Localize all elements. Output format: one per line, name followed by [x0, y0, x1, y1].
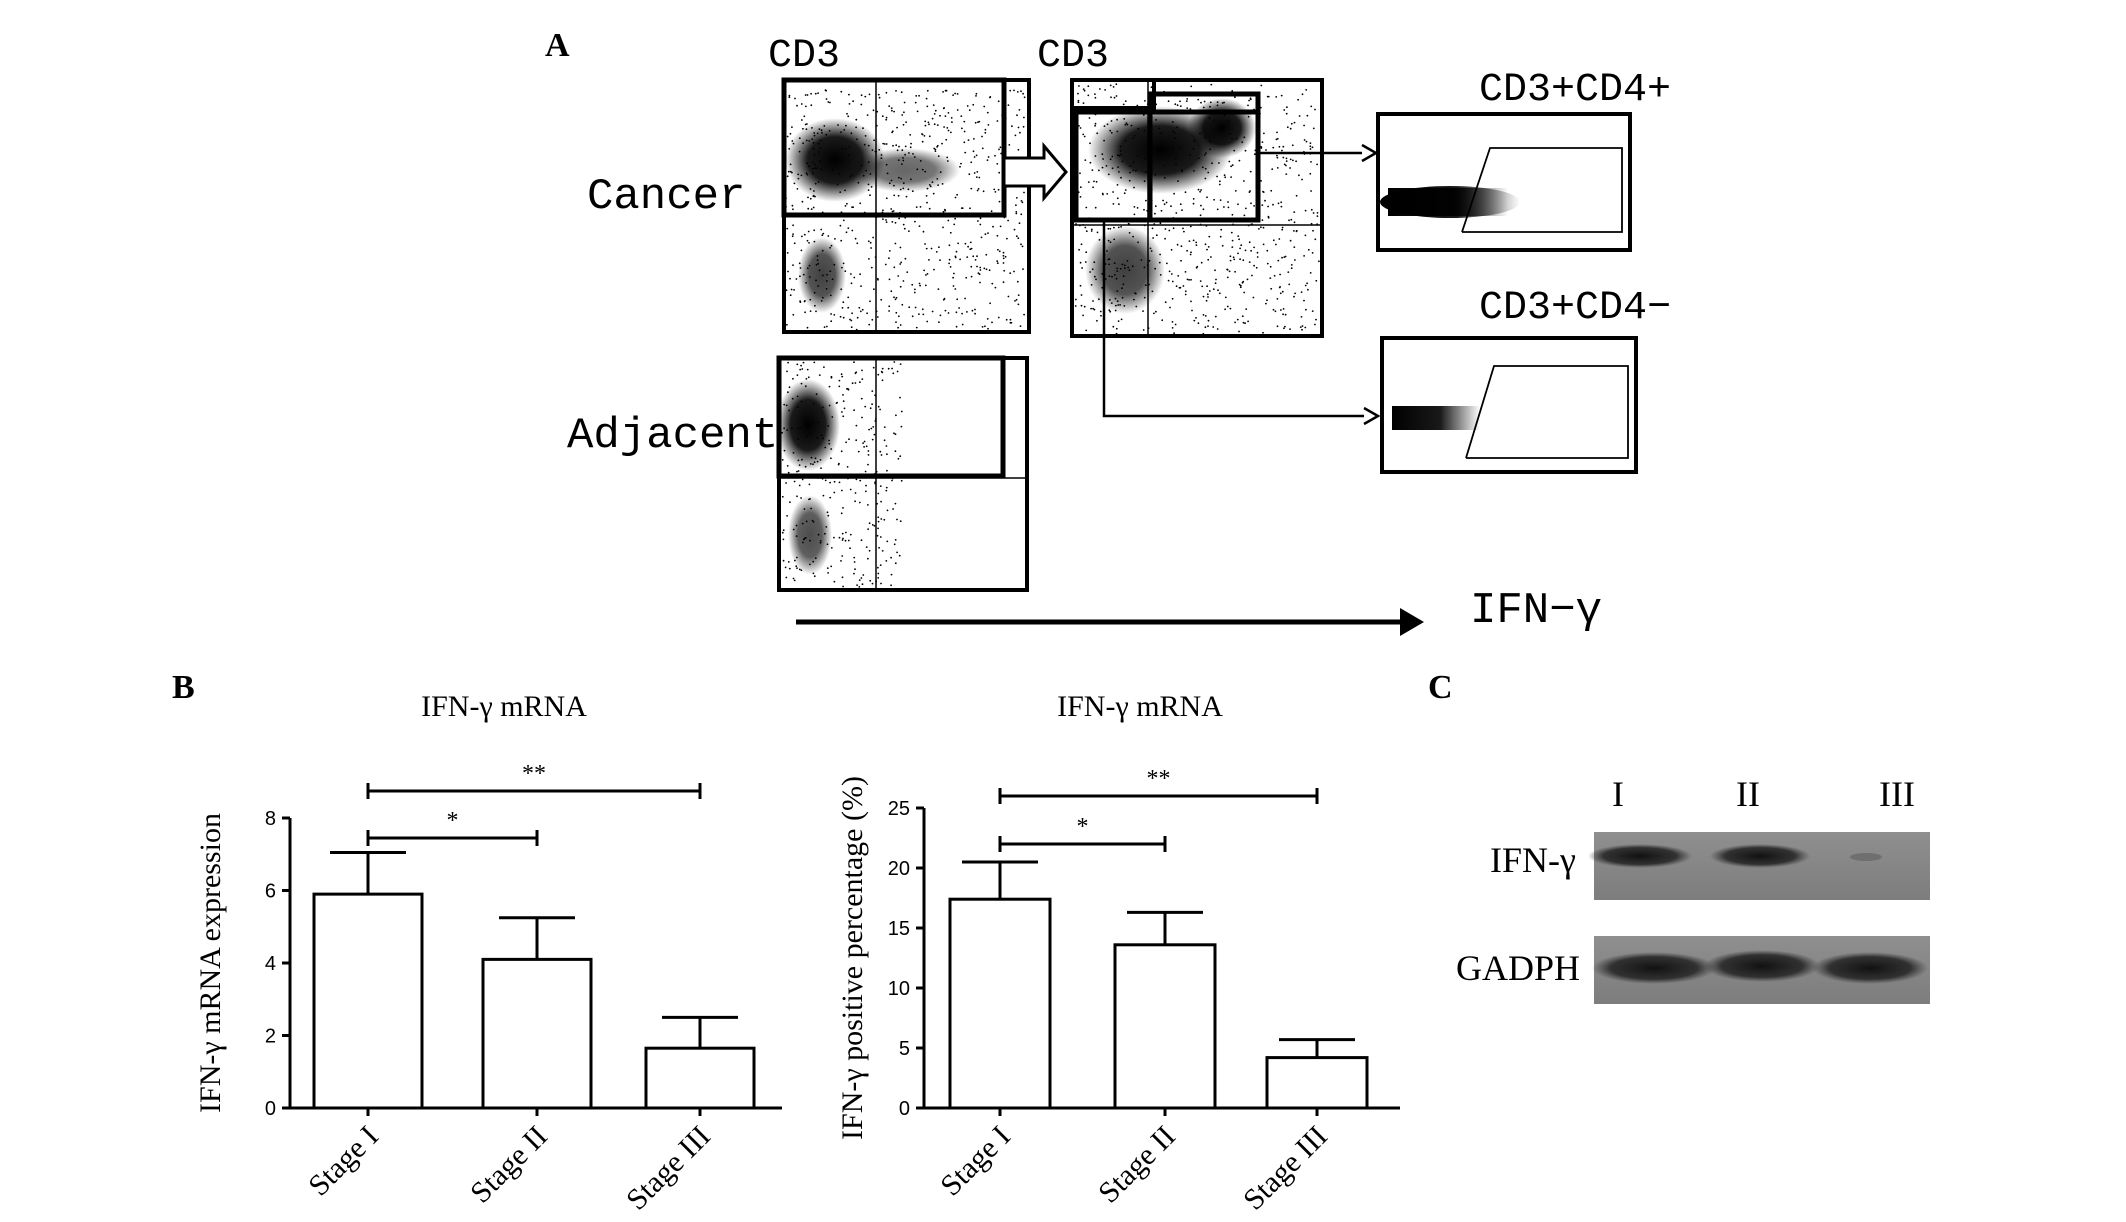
y-tick-label: 10: [888, 978, 910, 1000]
y-tick-label: 25: [888, 798, 910, 820]
lane-label-ii: II: [1736, 774, 1760, 814]
cancer-label: Cancer: [587, 172, 745, 222]
positive-percentage-chart: IFN-γ mRNA IFN-γ positive percentage (%) 0…: [836, 690, 1400, 1217]
adjacent-scatter-plot: [776, 355, 1029, 592]
y-axis-label: IFN-γ positive percentage (%): [836, 776, 869, 1140]
significance-label: *: [447, 808, 459, 834]
gating-arrow: [1002, 141, 1068, 203]
y-tick-label: 5: [899, 1038, 910, 1060]
y-axis-label: IFN-γ mRNA expression: [194, 813, 227, 1113]
panel-b-letter: B: [172, 669, 195, 706]
y-tick-label: 6: [265, 881, 276, 903]
lane-label-iii: III: [1879, 774, 1915, 814]
panel-c-western-blot: C I II III IFN-γ GADPH: [1428, 669, 1930, 1004]
bar-3: [1265, 1056, 1369, 1110]
ifn-band-stage-3: [1850, 853, 1882, 861]
chart-title: IFN-γ mRNA: [421, 690, 587, 723]
cd4-scatter-plot: [1070, 78, 1324, 338]
significance-label: **: [522, 761, 546, 787]
cd3-label-left: CD3: [768, 34, 840, 79]
adjacent-cd3-gate: [776, 355, 1006, 479]
y-tick-label: 4: [265, 953, 276, 975]
bar-1: [312, 892, 424, 1110]
cancer-scatter-plot: [781, 77, 1031, 334]
significance-label: *: [1077, 814, 1089, 840]
ifn-gamma-axis-label: IFN−γ: [1470, 586, 1602, 636]
panel-a-flow-cytometry: A CD3 CD3 Cancer Adjacent CD3+CD4+ CD3+C…: [545, 27, 1671, 636]
gadph-band-stage-1: [1592, 952, 1716, 984]
bar-1: [948, 897, 1052, 1110]
y-tick-label: 0: [265, 1098, 276, 1120]
cd3-cd4-negative-label: CD3+CD4−: [1479, 286, 1671, 331]
ifn-gamma-row-label: IFN-γ: [1490, 840, 1576, 880]
y-tick-label: 15: [888, 918, 910, 940]
panel-c-letter: C: [1428, 669, 1453, 706]
x-tick-label: Stage III: [1237, 1120, 1334, 1217]
cd3-cd4-positive-label: CD3+CD4+: [1479, 68, 1671, 113]
y-tick-label: 20: [888, 858, 910, 880]
cancer-cd3-gate: [781, 77, 1007, 218]
bar-2: [481, 957, 593, 1110]
lane-label-i: I: [1612, 774, 1624, 814]
ifn-gamma-blot-strip: [1588, 832, 1930, 900]
bar-2: [1113, 943, 1217, 1110]
cd3-label-middle: CD3: [1037, 34, 1109, 79]
x-tick-label: Stage III: [620, 1120, 717, 1217]
cd4-negative-ifn-plot: [1380, 336, 1638, 474]
gadph-blot-strip: [1592, 936, 1930, 1004]
chart-title: IFN-γ mRNA: [1057, 690, 1223, 723]
panel-a-letter: A: [545, 27, 570, 64]
cd4-positive-ifn-plot: [1376, 112, 1632, 252]
ifn-band-stage-1: [1588, 844, 1692, 868]
x-tick-label: Stage II: [464, 1120, 554, 1210]
bar-3: [644, 1046, 756, 1110]
mrna-expression-chart: IFN-γ mRNA IFN-γ mRNA expression 0 2 4 6 8 Stag…: [194, 690, 782, 1217]
x-tick-label: Stage II: [1092, 1120, 1182, 1210]
gadph-band-stage-2: [1704, 950, 1820, 982]
adjacent-label: Adjacent: [567, 411, 778, 461]
y-tick-label: 0: [899, 1098, 910, 1120]
x-tick-label: Stage I: [934, 1120, 1017, 1203]
panel-b-bar-charts: B IFN-γ mRNA IFN-γ mRNA expression 0 2 4 6 8 St…: [172, 669, 1400, 1217]
y-tick-label: 2: [265, 1026, 276, 1048]
y-tick-label: 8: [265, 808, 276, 830]
gadph-band-stage-3: [1812, 952, 1928, 984]
significance-label: **: [1147, 766, 1171, 792]
gadph-row-label: GADPH: [1456, 948, 1580, 988]
ifn-band-stage-2: [1710, 844, 1810, 868]
x-tick-label: Stage I: [302, 1120, 385, 1203]
